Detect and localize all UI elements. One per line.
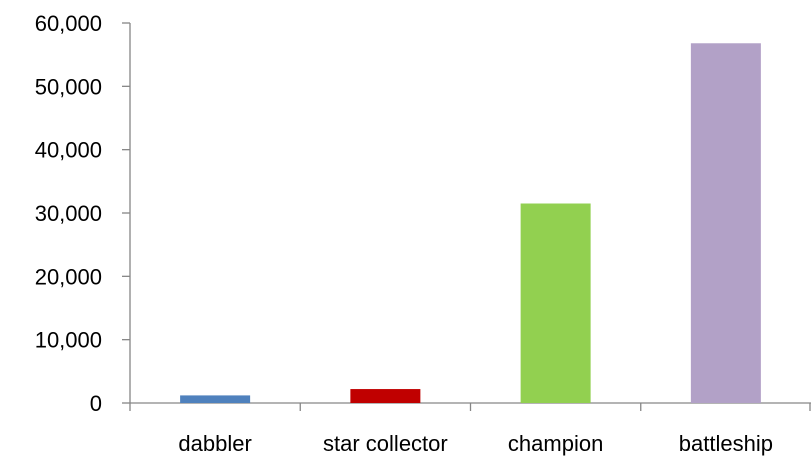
y-axis: 0 10,000 20,000 30,000 40,000 50,000 60,000 <box>35 11 131 416</box>
y-tick-label: 50,000 <box>35 74 102 99</box>
y-tick-label: 0 <box>90 391 102 416</box>
x-tick-label: battleship <box>679 431 773 456</box>
bars <box>180 43 761 404</box>
bar-star-collector <box>350 389 421 403</box>
bar-battleship <box>690 43 761 404</box>
x-tick-label: star collector <box>323 431 448 456</box>
y-tick-label: 60,000 <box>35 11 102 36</box>
x-tick-label: champion <box>508 431 603 456</box>
y-tick-label: 30,000 <box>35 201 102 226</box>
bar-champion <box>520 203 591 403</box>
x-tick-label: dabbler <box>178 431 251 456</box>
y-tick-label: 10,000 <box>35 328 102 353</box>
bar-dabbler <box>180 395 251 403</box>
y-tick-label: 40,000 <box>35 138 102 163</box>
y-tick-label: 20,000 <box>35 264 102 289</box>
x-axis: dabbler star collector champion battleship <box>129 402 811 456</box>
